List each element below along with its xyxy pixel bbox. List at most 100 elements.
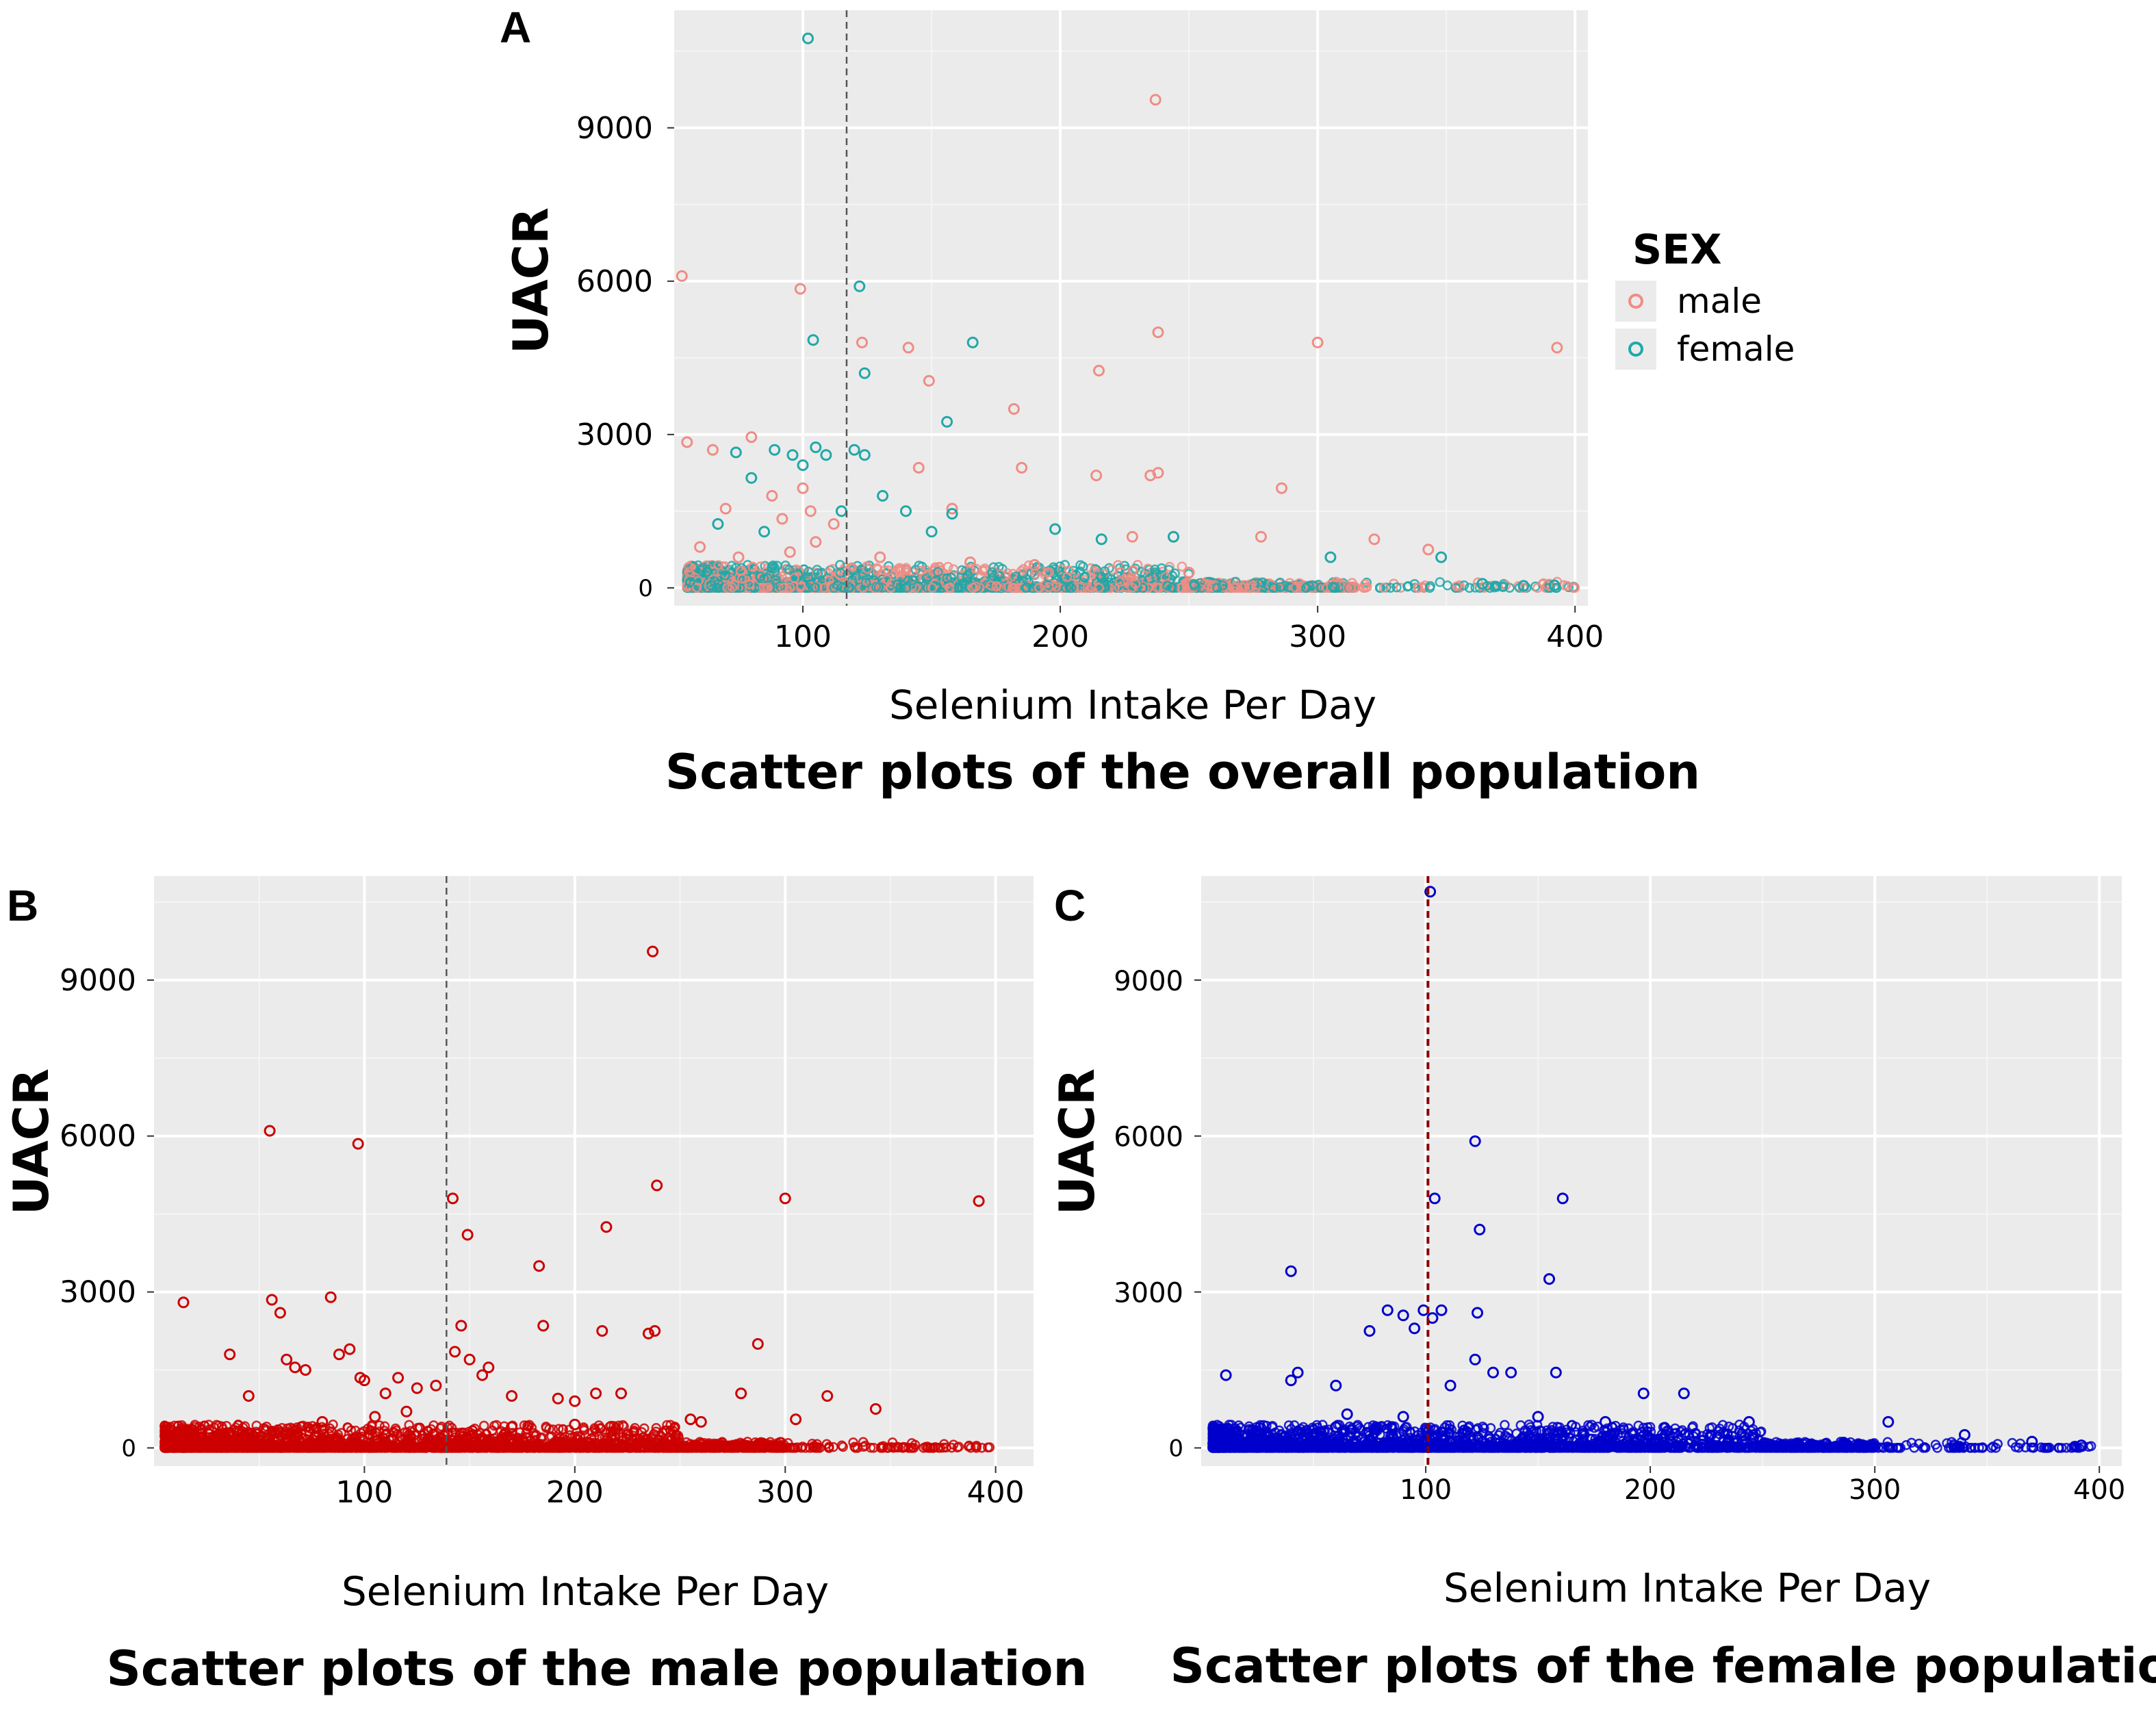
- legend-label-female: female: [1677, 329, 1795, 369]
- data-point-female: [810, 441, 822, 453]
- data-point-band: [1167, 582, 1178, 593]
- data-point-male: [1255, 530, 1267, 543]
- legend-marker-male: [1628, 294, 1643, 309]
- data-point-band: [1224, 582, 1234, 593]
- data-point-male: [797, 482, 809, 494]
- data-point-male: [1183, 567, 1195, 578]
- data-point-female: [758, 526, 771, 538]
- data-point-band: [1160, 572, 1170, 582]
- data-point-band: [835, 567, 846, 578]
- data-point-male: [810, 536, 822, 548]
- data-point-female: [1517, 580, 1530, 592]
- data-point-female: [786, 449, 799, 461]
- data-point-female: [797, 459, 809, 472]
- data-point-male: [1016, 461, 1028, 474]
- data-point-band: [910, 565, 921, 575]
- data-point-band: [744, 579, 755, 589]
- data-point-band: [1442, 580, 1453, 591]
- data-point-band: [1218, 580, 1228, 591]
- data-point-band: [762, 582, 773, 593]
- data-point-band: [829, 582, 839, 593]
- data-point-band: [916, 565, 926, 576]
- data-point-male: [1126, 530, 1138, 543]
- data-point-band: [946, 572, 956, 583]
- data-point-male: [912, 461, 925, 474]
- legend-label-male: male: [1677, 281, 1762, 321]
- data-point-band: [1162, 580, 1172, 591]
- data-point-band: [1142, 582, 1153, 593]
- data-point-band: [854, 582, 864, 593]
- data-point-female: [877, 489, 889, 502]
- data-point-male: [902, 342, 914, 354]
- data-point-band: [1403, 580, 1413, 591]
- data-point-band: [1016, 565, 1027, 576]
- data-point-female: [802, 32, 814, 44]
- data-point-band: [1115, 576, 1125, 587]
- data-point-band: [713, 560, 723, 570]
- data-point-band: [778, 582, 789, 593]
- data-point-band: [971, 581, 981, 591]
- data-point-band: [784, 565, 795, 575]
- data-point-male: [1093, 365, 1105, 376]
- data-point-band: [1129, 580, 1139, 591]
- data-point-female: [858, 449, 871, 461]
- data-point-band: [908, 575, 918, 586]
- data-point-male: [1311, 336, 1324, 348]
- data-point-band: [1374, 582, 1385, 593]
- data-point-male: [681, 436, 693, 448]
- data-point-band: [1301, 582, 1311, 593]
- data-point-band: [803, 572, 814, 582]
- data-point-male: [766, 489, 778, 502]
- data-point-band: [758, 582, 769, 593]
- data-point-female: [854, 280, 866, 292]
- data-point-band: [1339, 582, 1350, 593]
- data-point-band: [962, 571, 973, 581]
- data-point-male: [827, 518, 840, 530]
- data-point-band: [1082, 582, 1092, 593]
- data-point-band: [1115, 567, 1126, 578]
- y-tick-label: 6000: [60, 1119, 136, 1154]
- data-point-band: [1138, 582, 1148, 593]
- data-point-band: [817, 567, 827, 578]
- data-point-band: [987, 567, 997, 578]
- data-point-band: [928, 566, 938, 577]
- data-point-band: [953, 582, 964, 593]
- data-point-band: [1156, 563, 1167, 574]
- data-point-band: [1212, 582, 1222, 593]
- plot-background: [674, 10, 1588, 606]
- data-point-band: [991, 581, 1002, 592]
- data-point-band: [972, 582, 982, 593]
- data-point-band: [1034, 582, 1044, 593]
- data-point-male: [1008, 403, 1020, 415]
- data-point-male: [1149, 94, 1162, 106]
- data-point-female: [745, 472, 758, 484]
- data-point-band: [768, 560, 778, 571]
- data-point-male: [1276, 482, 1287, 494]
- x-tick-label: 300: [756, 1475, 814, 1510]
- data-point-band: [1044, 582, 1054, 593]
- legend-key: [1615, 329, 1656, 370]
- x-tick-label: 200: [1031, 619, 1089, 654]
- data-point-band: [1464, 582, 1475, 593]
- data-point-band: [1018, 564, 1029, 574]
- data-point-band: [1385, 582, 1396, 593]
- data-point-band: [1491, 580, 1502, 591]
- y-tick-label: 3000: [576, 418, 653, 452]
- data-point-band: [701, 567, 712, 577]
- data-point-band: [1268, 582, 1279, 593]
- data-point-male: [706, 444, 719, 456]
- y-tick-label: 3000: [60, 1275, 136, 1310]
- data-point-band: [932, 567, 943, 577]
- panel-caption: Scatter plots of the overall population: [665, 744, 1700, 800]
- data-point-band: [1489, 582, 1500, 593]
- data-point-band: [1413, 582, 1423, 593]
- data-point-male: [1029, 559, 1040, 571]
- data-point-band: [1027, 582, 1038, 593]
- x-tick-label: 100: [774, 619, 832, 654]
- data-point-female: [900, 505, 912, 517]
- data-point-band: [772, 561, 782, 571]
- data-point-male: [923, 374, 935, 387]
- data-point-band: [1189, 578, 1199, 589]
- data-point-band: [1009, 582, 1019, 593]
